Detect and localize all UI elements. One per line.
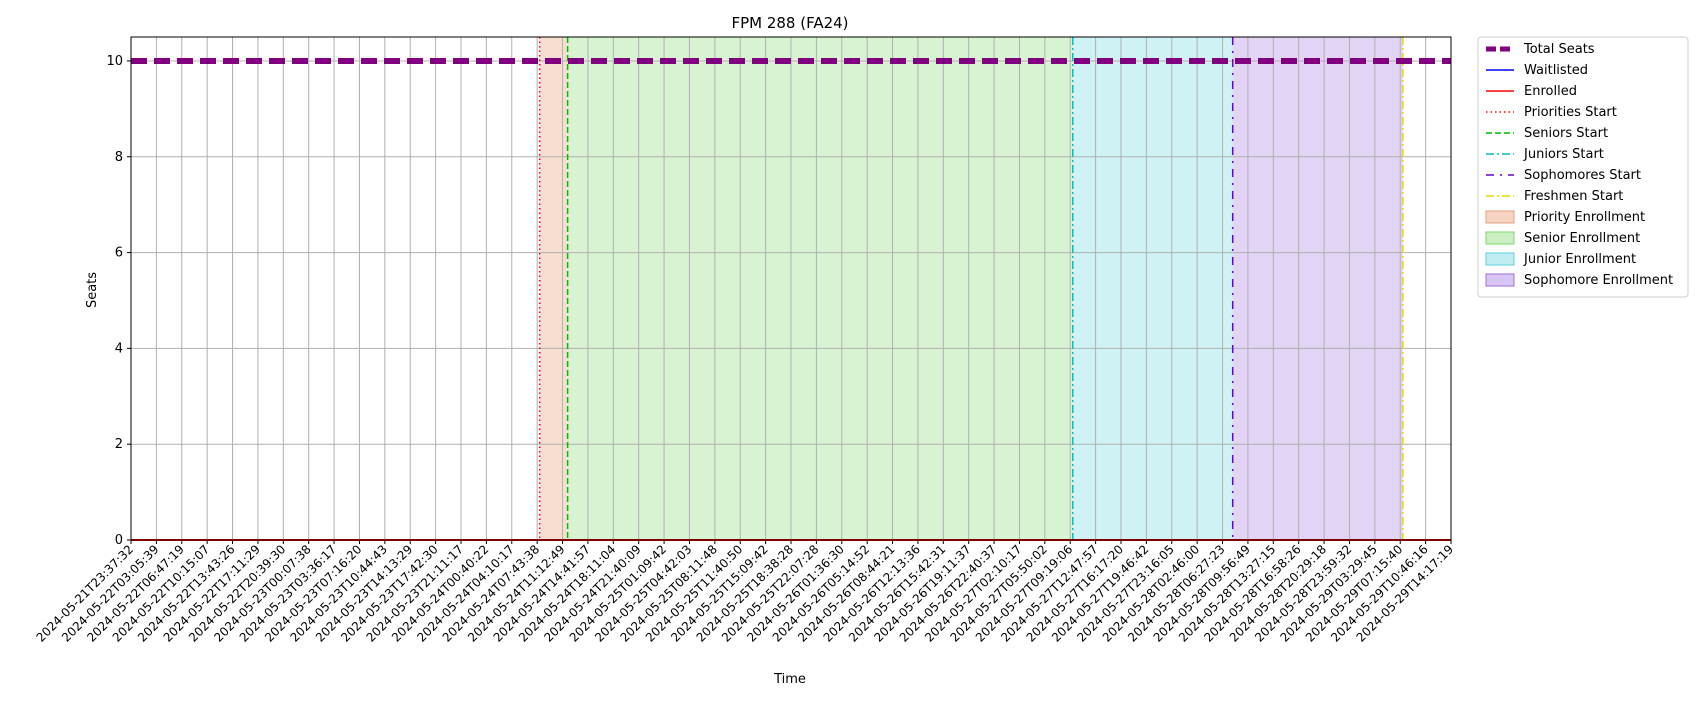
x-axis-label: Time: [773, 672, 806, 687]
legend-label: Juniors Start: [1523, 147, 1604, 162]
legend-swatch: [1485, 210, 1515, 224]
legend-label: Sophomores Start: [1524, 168, 1641, 183]
legend-swatch: [1485, 273, 1515, 287]
y-tick-label: 0: [115, 533, 123, 548]
span-junior-enrollment: [1072, 37, 1233, 540]
legend-swatch: [1485, 252, 1515, 266]
legend-box: [1477, 36, 1689, 298]
legend-label: Senior Enrollment: [1524, 231, 1640, 246]
legend-label: Junior Enrollment: [1523, 252, 1636, 267]
y-axis-label: Seats: [85, 272, 100, 308]
legend-label: Priority Enrollment: [1524, 210, 1645, 225]
span-senior-enrollment: [567, 37, 1073, 540]
span-priority-enrollment: [539, 37, 568, 540]
legend-label: Total Seats: [1523, 42, 1595, 57]
legend-label: Seniors Start: [1524, 126, 1608, 141]
legend-label: Priorities Start: [1524, 105, 1617, 120]
legend-label: Sophomore Enrollment: [1524, 273, 1673, 288]
legend-label: Freshmen Start: [1524, 189, 1623, 204]
span-sophomore-enrollment: [1232, 37, 1403, 540]
ticks-layer: 02468102024-05-21T23:37:322024-05-22T03:…: [34, 54, 1457, 645]
y-tick-label: 2: [115, 437, 123, 452]
y-tick-label: 10: [106, 54, 123, 69]
legend-swatch: [1485, 231, 1515, 245]
chart-title: FPM 288 (FA24): [731, 14, 848, 32]
legend-label: Enrolled: [1524, 84, 1577, 99]
y-tick-label: 8: [115, 150, 123, 165]
legend: Total Seats Waitlisted Enrolled Priorities …: [1477, 36, 1689, 298]
y-tick-label: 4: [115, 341, 123, 356]
y-tick-label: 6: [115, 246, 123, 261]
legend-label: Waitlisted: [1524, 63, 1588, 78]
